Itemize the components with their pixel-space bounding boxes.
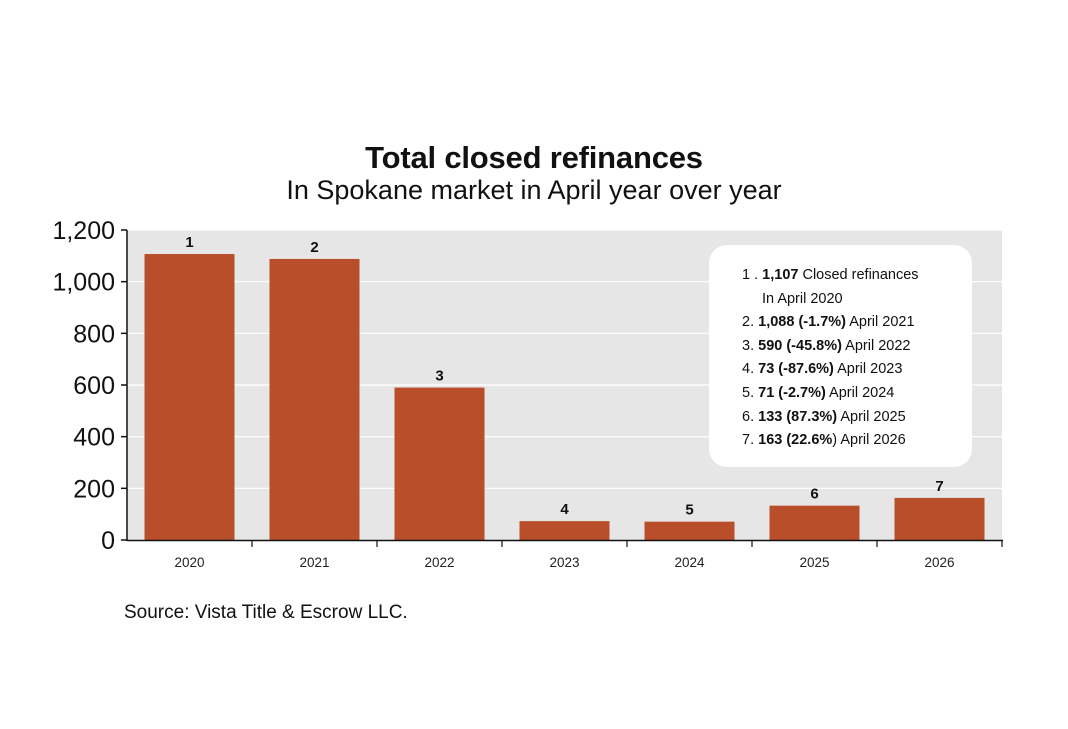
annotation-index: 2. xyxy=(742,314,759,331)
annotation-value: 1,088 (-1.7%) xyxy=(758,314,846,331)
y-tick-label: 1,200 xyxy=(52,217,115,245)
x-tick-label: 2021 xyxy=(299,555,329,570)
annotation-list: 1 . 1,107 Closed refinances In April 2020… xyxy=(742,264,919,453)
annotation-index: 7. xyxy=(742,432,759,449)
annotation-text: ) April 2026 xyxy=(832,432,906,449)
bar xyxy=(519,521,610,540)
y-tick-label: 200 xyxy=(73,475,115,503)
x-tick-label: 2020 xyxy=(174,555,204,570)
bar xyxy=(144,254,235,540)
annotation-text: April 2023 xyxy=(833,361,903,378)
y-tick-label: 800 xyxy=(73,320,115,348)
y-tick-label: 600 xyxy=(73,372,115,400)
annotation-index: 4. xyxy=(742,361,759,378)
x-tick-label: 2023 xyxy=(549,555,579,570)
annotation-value: 590 (-45.8%) xyxy=(758,337,842,354)
source-note: Source: Vista Title & Escrow LLC. xyxy=(124,602,408,623)
annotation-text: April 2024 xyxy=(825,384,895,401)
annotation-continuation: In April 2020 xyxy=(762,290,843,307)
annotation-text: Closed refinances xyxy=(798,267,919,283)
bar xyxy=(894,497,985,540)
bar-labels: 1 2 3 4 5 6 7 xyxy=(185,234,943,519)
bar xyxy=(769,505,860,540)
x-tick-label: 2026 xyxy=(924,555,954,570)
y-tick-label: 400 xyxy=(73,424,115,452)
annotation-text: April 2022 xyxy=(841,337,911,354)
bar-number-label: 7 xyxy=(935,478,943,495)
x-axis-ticks: 2020 2021 2022 2023 2024 2025 2026 xyxy=(174,540,1003,570)
annotation-item: 2. 1,088 (-1.7%) April 2021 xyxy=(742,311,919,335)
bar xyxy=(394,387,485,540)
bar xyxy=(269,258,360,540)
bar-number-label: 6 xyxy=(810,486,818,503)
annotation-item: 3. 590 (-45.8%) April 2022 xyxy=(742,335,919,359)
chart-subtitle: In Spokane market in April year over yea… xyxy=(286,175,782,205)
x-tick-label: 2024 xyxy=(674,555,705,570)
bar-number-label: 5 xyxy=(685,502,693,519)
y-tick-label: 0 xyxy=(101,527,115,555)
bar-number-label: 3 xyxy=(435,368,443,385)
bars xyxy=(144,254,985,540)
bar-number-label: 2 xyxy=(310,239,318,256)
bar-number-label: 1 xyxy=(185,234,193,251)
annotation-box: 1 . 1,107 Closed refinances In April 2020… xyxy=(709,245,972,467)
annotation-index: 5. xyxy=(742,384,759,401)
y-tick-label: 1,000 xyxy=(52,269,115,297)
annotation-text: April 2021 xyxy=(845,314,915,331)
chart-title: Total closed refinances xyxy=(365,140,703,175)
bar-number-label: 4 xyxy=(560,501,569,518)
annotation-value: 133 (87.3%) xyxy=(758,408,838,425)
annotation-value: 163 (22.6% xyxy=(758,432,833,449)
annotation-value: 71 (-2.7%) xyxy=(758,384,826,401)
annotation-index: 3. xyxy=(742,337,759,354)
annotation-item: 1 . 1,107 Closed refinances In April 2020 xyxy=(742,264,919,311)
bar xyxy=(644,521,735,540)
annotation-item: 7. 163 (22.6%) April 2026 xyxy=(742,429,919,453)
annotation-item: 4. 73 (-87.6%) April 2023 xyxy=(742,358,919,382)
x-tick-label: 2022 xyxy=(424,555,454,570)
y-axis-ticks: 0 200 400 600 800 1,000 1,200 xyxy=(52,217,127,555)
annotation-text: April 2025 xyxy=(837,408,906,425)
annotation-item: 6. 133 (87.3%) April 2025 xyxy=(742,406,919,430)
x-tick-label: 2025 xyxy=(799,555,829,570)
annotation-index: 1 . xyxy=(742,267,763,283)
annotation-value: 73 (-87.6%) xyxy=(758,361,834,378)
annotation-value: 1,107 xyxy=(762,267,799,283)
annotation-item: 5. 71 (-2.7%) April 2024 xyxy=(742,382,919,406)
annotation-index: 6. xyxy=(742,408,759,425)
